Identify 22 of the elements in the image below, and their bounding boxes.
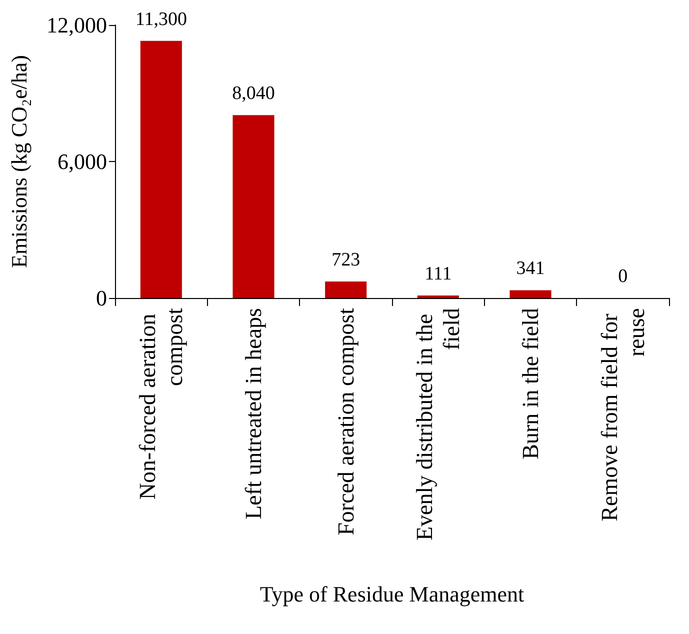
- bar: [417, 295, 459, 298]
- x-tick-label: Evenly distributed in the field: [412, 308, 464, 541]
- y-tick-label: 6,000: [58, 149, 107, 174]
- x-tick-label: Remove from field for reuse: [596, 308, 649, 522]
- x-tick-label: Left untreated in heaps: [241, 308, 266, 520]
- data-label: 341: [516, 258, 545, 280]
- data-label: 11,300: [135, 8, 187, 30]
- x-tick-label: Non-forced aeration compost: [135, 307, 188, 500]
- data-label: 111: [424, 263, 452, 284]
- y-axis-title: Emissions (kg CO₂e/ha): [6, 55, 32, 268]
- bar: [325, 282, 367, 298]
- bar: [232, 115, 274, 298]
- y-tick-label: 0: [96, 286, 107, 310]
- data-label: 0: [618, 266, 628, 287]
- bar: [140, 40, 182, 298]
- x-tick-label: Burn in the field: [518, 308, 543, 460]
- bar: [510, 290, 552, 298]
- x-axis-title: Type of Residue Management: [260, 582, 524, 606]
- y-tick-label: 12,000: [46, 12, 107, 38]
- data-label: 8,040: [232, 83, 275, 104]
- data-label: 723: [332, 250, 360, 271]
- x-tick-label: Forced aeration compost: [333, 307, 358, 536]
